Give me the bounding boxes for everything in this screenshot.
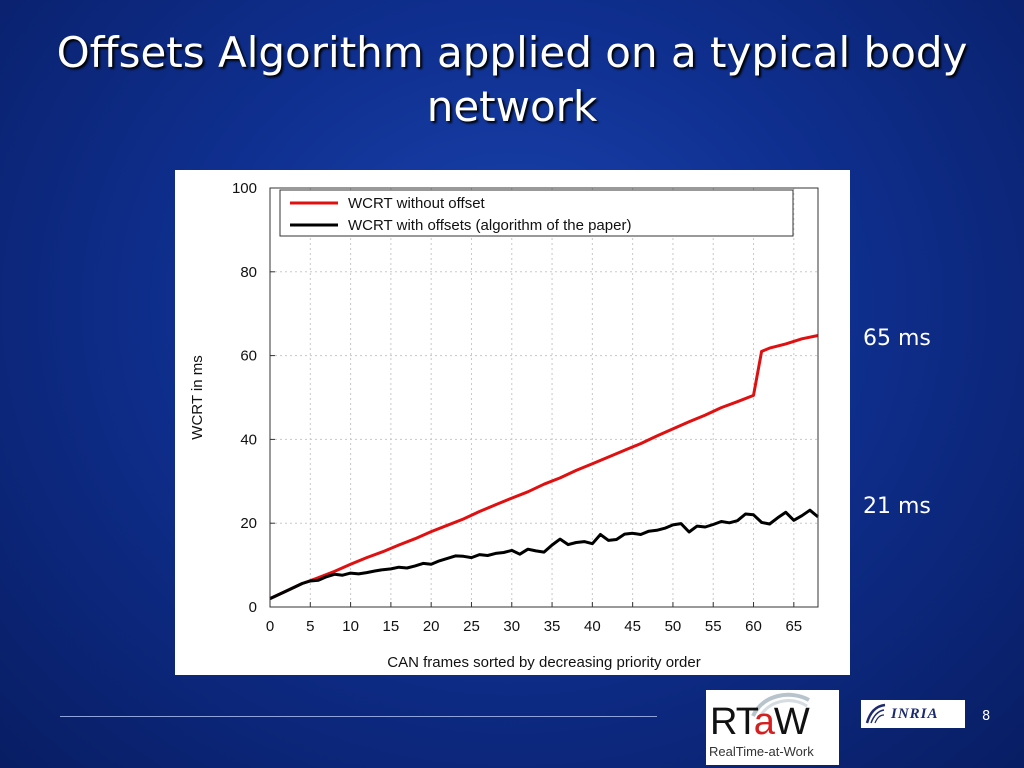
x-tick-label: 50 [665,618,682,635]
x-axis-label: CAN frames sorted by decreasing priority… [387,654,700,671]
inria-logo: INRIA [861,700,965,728]
y-tick-label: 100 [232,180,257,197]
y-axis-label: WCRT in ms [189,355,206,439]
x-tick-label: 5 [306,618,314,635]
x-tick-label: 30 [503,618,520,635]
x-tick-label: 65 [785,618,802,635]
wcrt-chart: 0 5 10 15 20 25 30 35 40 45 50 55 60 65 0 20 40 60 80 100 W… [189,180,819,671]
y-tick-label: 80 [240,264,257,281]
y-tick-label: 60 [240,348,257,365]
x-tick-label: 45 [624,618,641,635]
rtaw-tagline: RealTime-at-Work [709,744,814,759]
x-tick-label: 40 [584,618,601,635]
slide-title: Offsets Algorithm applied on a typical b… [56,28,968,131]
rtaw-logo: RTaW RealTime-at-Work [706,690,839,765]
x-tick-label: 55 [705,618,722,635]
rtaw-logo-text: RTaW [710,701,810,743]
chart-container: 0 5 10 15 20 25 30 35 40 45 50 55 60 65 0 20 40 60 80 100 W… [175,170,850,675]
y-tick-label: 0 [249,599,257,616]
inria-mark-icon [865,703,886,724]
inria-logo-text: INRIA [891,706,939,722]
footer-divider [60,716,657,717]
x-tick-label: 60 [745,618,762,635]
annotation-65ms: 65 ms [863,326,931,351]
x-tick-label: 35 [544,618,561,635]
y-tick-label: 40 [240,431,257,448]
x-tick-label: 25 [463,618,480,635]
x-tick-label: 0 [266,618,274,635]
annotation-21ms: 21 ms [863,494,931,519]
legend-label-2: WCRT with offsets (algorithm of the pape… [348,217,631,234]
x-tick-label: 10 [342,618,359,635]
series-line-1 [269,334,819,600]
x-tick-label: 20 [423,618,440,635]
page-number: 8 [982,709,991,724]
legend-box [279,189,794,237]
series-line-2 [269,508,819,600]
x-tick-label: 15 [383,618,400,635]
y-tick-label: 20 [240,515,257,532]
rtaw-swirl-icon [751,692,810,719]
legend-label-1: WCRT without offset [348,195,486,212]
plot-frame [269,187,819,608]
